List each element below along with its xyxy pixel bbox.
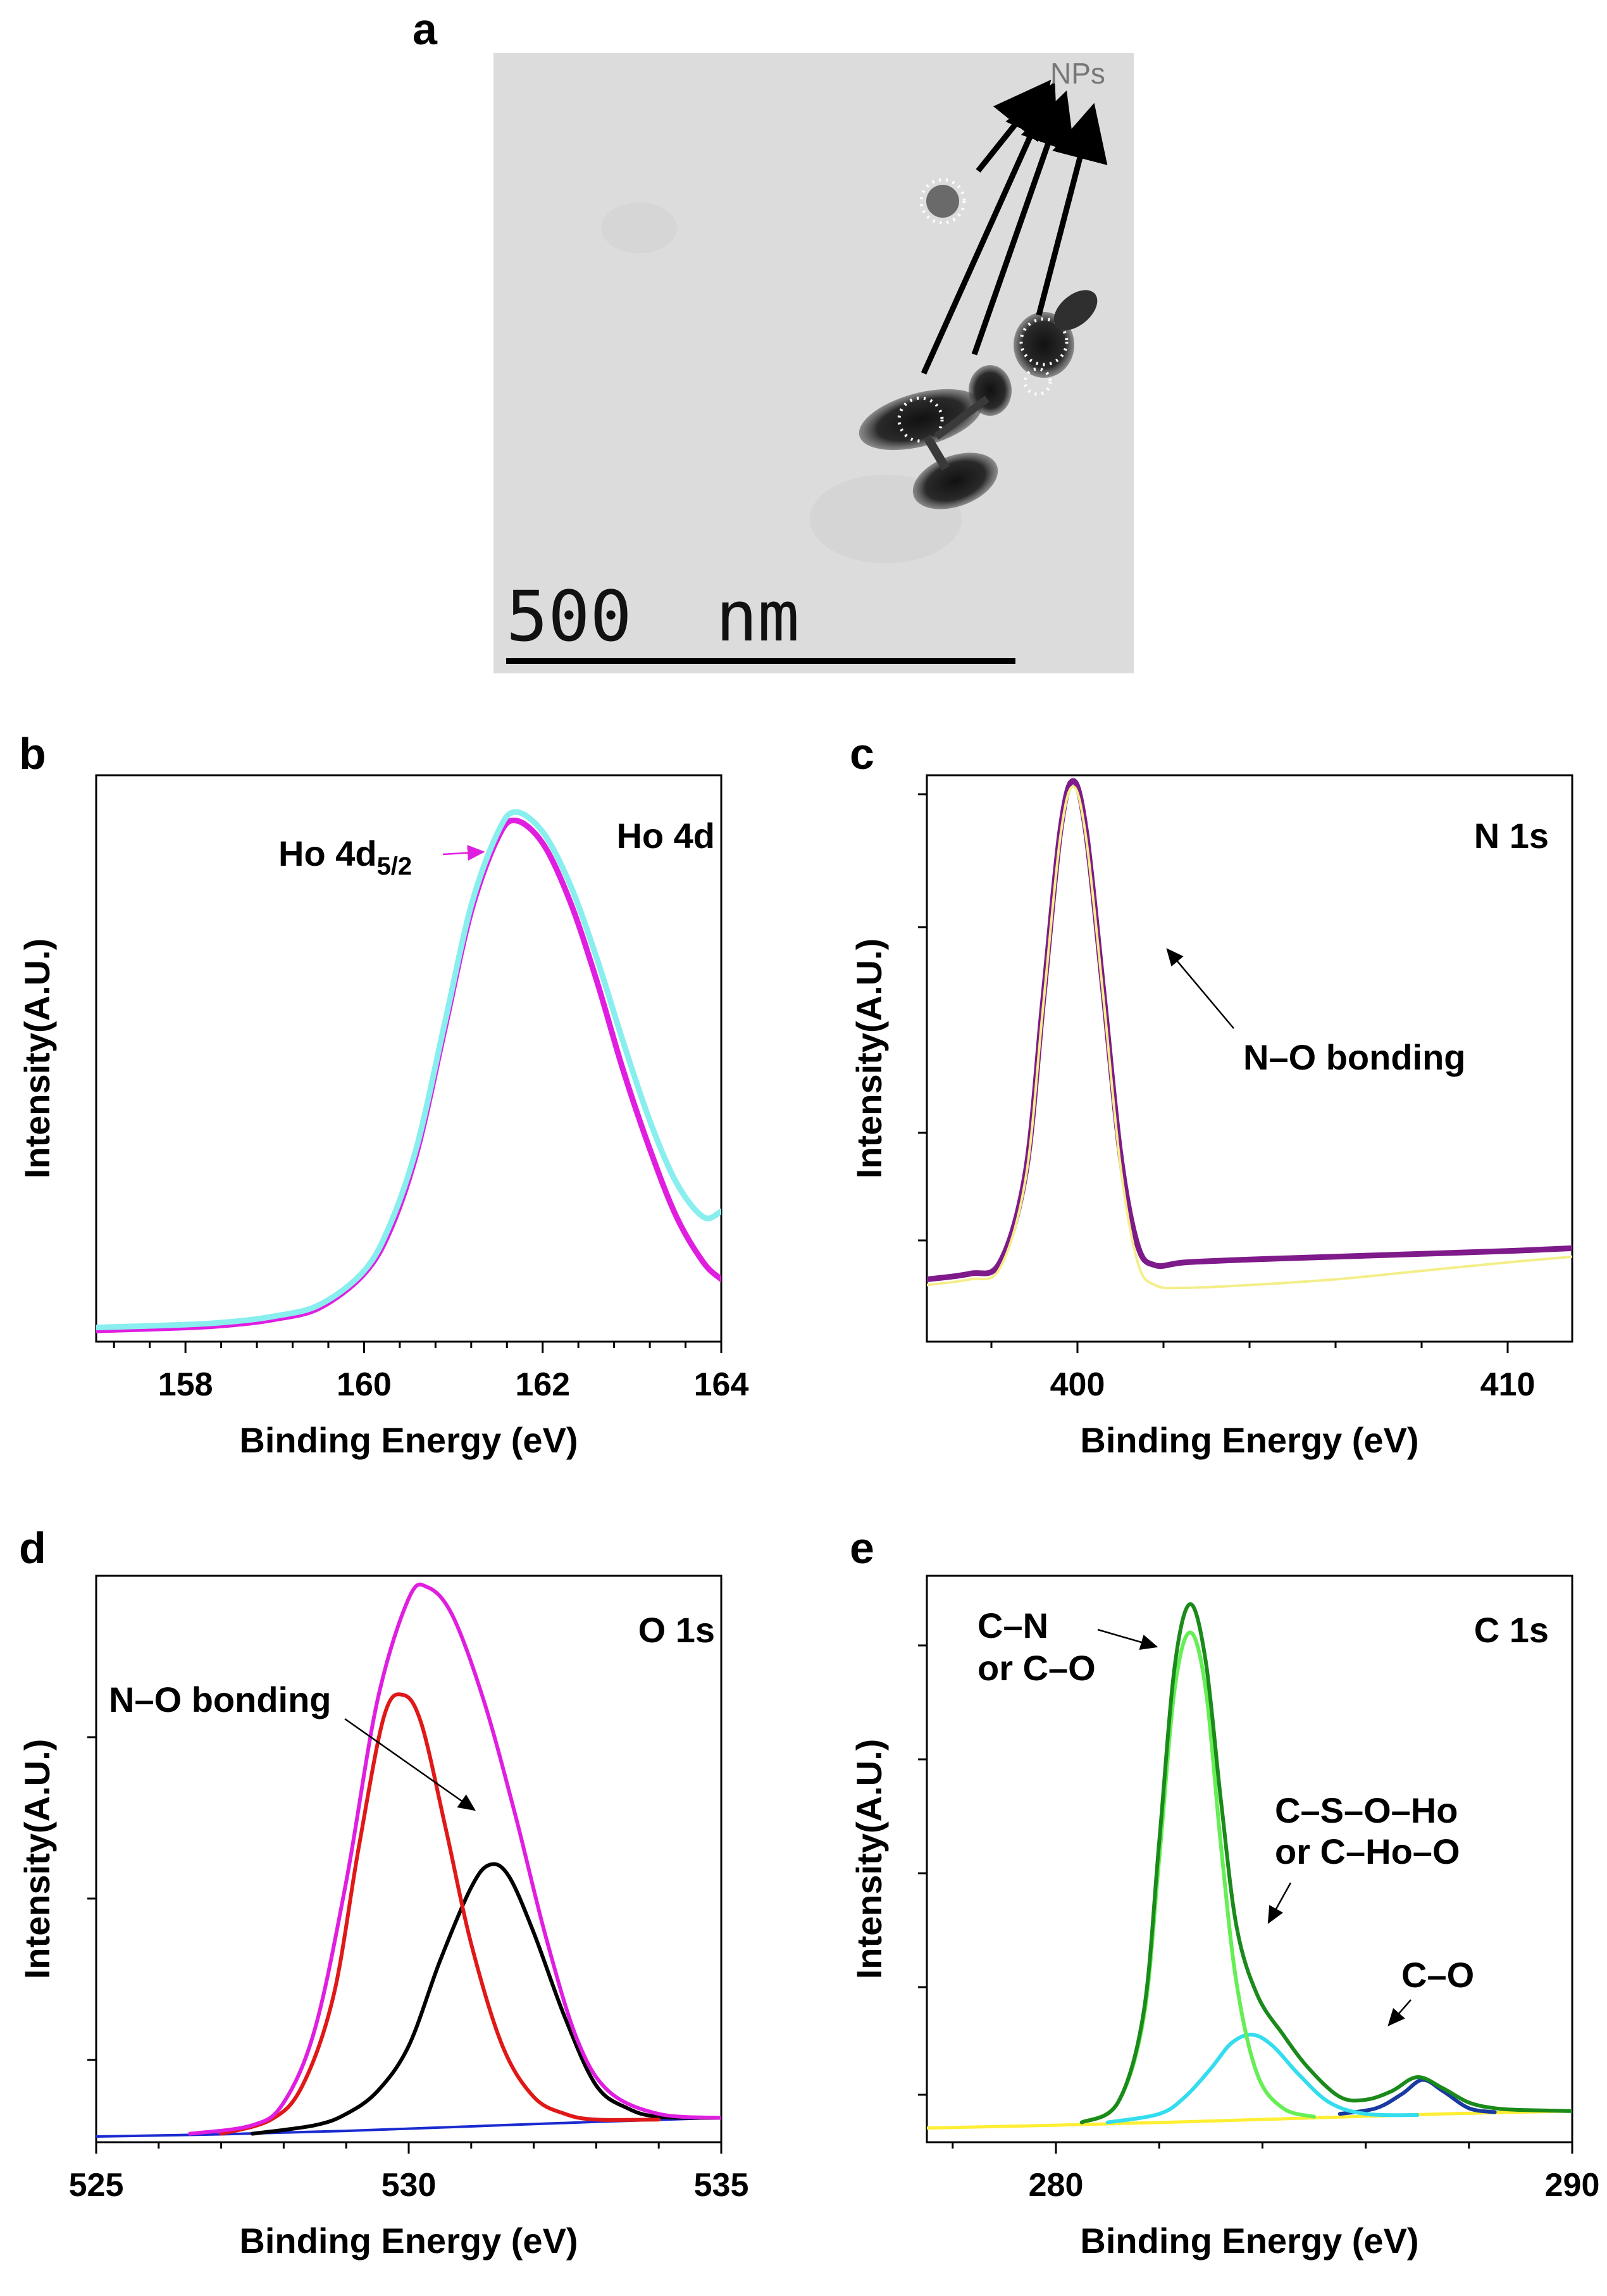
y-axis-title: Intensity(A.U.)	[17, 939, 57, 1179]
series-line-c-n-component	[1079, 1630, 1316, 2124]
x-tick-label: 525	[69, 2167, 124, 2204]
tem-texture-spot	[601, 203, 677, 253]
y-axis-title: Intensity(A.U.)	[17, 1739, 57, 1980]
series-line-ho-4d-data-	[96, 809, 721, 1331]
x-tick-label: 290	[1545, 2167, 1600, 2204]
annotation-label: C–N	[977, 1606, 1048, 1645]
arrow-icon	[1166, 948, 1234, 1029]
x-tick-label: 160	[337, 1366, 392, 1403]
arrow-icon	[1097, 1628, 1158, 1650]
nanoparticle	[926, 185, 959, 218]
annotation-label: or C–Ho–O	[1275, 1831, 1460, 1871]
particle-connector	[922, 434, 950, 471]
series-line-o-1s-component	[219, 1692, 661, 2136]
particle-connector	[934, 396, 990, 440]
panel-letter-b: b	[19, 729, 46, 778]
nanoparticle-marker	[897, 396, 944, 443]
x-axis-title: Binding Energy (eV)	[1080, 2221, 1418, 2261]
annotation-label: N–O bonding	[109, 1680, 332, 1719]
annotation-label: Ho 4d5/2	[278, 833, 412, 880]
arrow-icon	[1387, 1999, 1412, 2026]
x-axis-title: Binding Energy (eV)	[1080, 1420, 1418, 1460]
plot-frame	[95, 1575, 723, 2143]
x-axis-title: Binding Energy (eV)	[239, 2221, 578, 2261]
x-tick-label: 164	[694, 1366, 749, 1403]
panel-letter-e: e	[850, 1523, 874, 1573]
x-tick-label: 410	[1480, 1366, 1536, 1403]
scale-bar	[506, 658, 1015, 664]
plot-frame	[95, 774, 723, 1343]
arrow-icon	[442, 845, 485, 861]
chart-panel-d: d 525 530 535 Binding Energy (eV) Intensity(A…	[17, 1523, 748, 2261]
np-arrows	[921, 79, 1108, 375]
series-group	[927, 1602, 1572, 2130]
x-tick-label: 162	[515, 1366, 570, 1403]
arrow-icon	[971, 90, 1075, 356]
nanoparticle-aggregate	[912, 452, 998, 509]
chart-title: O 1s	[638, 1610, 715, 1650]
series-line-c-s-o-ho-component	[1105, 2032, 1420, 2124]
annotation-label: C–O	[1401, 1955, 1474, 1995]
x-tick-label: 535	[694, 2167, 749, 2204]
series-line-n-1s-data-	[927, 778, 1572, 1283]
nps-label: NPs	[1050, 57, 1105, 90]
nanoparticle-cluster	[859, 178, 1098, 509]
x-axis-title: Binding Energy (eV)	[239, 1420, 578, 1460]
annotation-label: N–O bonding	[1243, 1037, 1466, 1077]
chart-title: C 1s	[1474, 1610, 1549, 1650]
x-tick-label: 530	[382, 2167, 437, 2204]
panel-letter-a: a	[413, 4, 438, 54]
annotation-label: or C–O	[977, 1648, 1096, 1688]
series-line-baseline	[927, 2109, 1572, 2130]
x-tick-label: 280	[1029, 2167, 1084, 2204]
series-line-o-1s-envelope	[188, 1582, 721, 2136]
chart-title: Ho 4d	[616, 816, 715, 856]
arrow-icon	[344, 1718, 476, 1811]
panel-a: a NPs 500 nm	[413, 4, 1134, 673]
nanoparticle-aggregate	[859, 389, 983, 451]
annotation-subscript: 5/2	[377, 852, 413, 880]
y-axis-title: Intensity(A.U.)	[849, 939, 889, 1179]
plot-frame	[926, 1575, 1573, 2143]
panel-letter-d: d	[19, 1523, 46, 1573]
series-group	[96, 809, 721, 1333]
nanoparticle-marker	[919, 178, 966, 225]
panel-letter-c: c	[850, 729, 874, 778]
chart-title: N 1s	[1474, 816, 1549, 856]
annotation-label: C–S–O–Ho	[1275, 1790, 1458, 1830]
nanoparticle-marker	[1019, 317, 1069, 366]
chart-panel-e: e 280 290 Binding Energy (eV) Intensity(A.U.…	[849, 1523, 1599, 2261]
series-line-c-1s-envelope	[1079, 1602, 1572, 2124]
arrow-icon	[1036, 103, 1108, 316]
scale-bar-label: 500 nm	[506, 576, 800, 657]
nanoparticle	[1053, 290, 1098, 330]
series-line-n-1s-fit-	[927, 785, 1572, 1290]
series-line-c-o-component	[1337, 2078, 1497, 2116]
arrow-icon	[1267, 1882, 1292, 1925]
x-tick-label: 400	[1050, 1366, 1105, 1403]
series-line-o-1s-component-n-o-	[251, 1862, 721, 2136]
series-group	[96, 1582, 721, 2138]
y-axis-title: Intensity(A.U.)	[849, 1739, 889, 1980]
chart-panel-b: b 158 160 162 164 Binding Energy (eV) Intensit…	[17, 729, 748, 1460]
series-group	[927, 778, 1572, 1290]
x-tick-label: 158	[158, 1366, 213, 1403]
series-line-ho-4d-fit-	[96, 817, 721, 1333]
chart-panel-c: c 400 410 Binding Energy (eV) Intensity(A.U.…	[849, 729, 1573, 1460]
nanoparticle-marker	[1023, 367, 1052, 396]
